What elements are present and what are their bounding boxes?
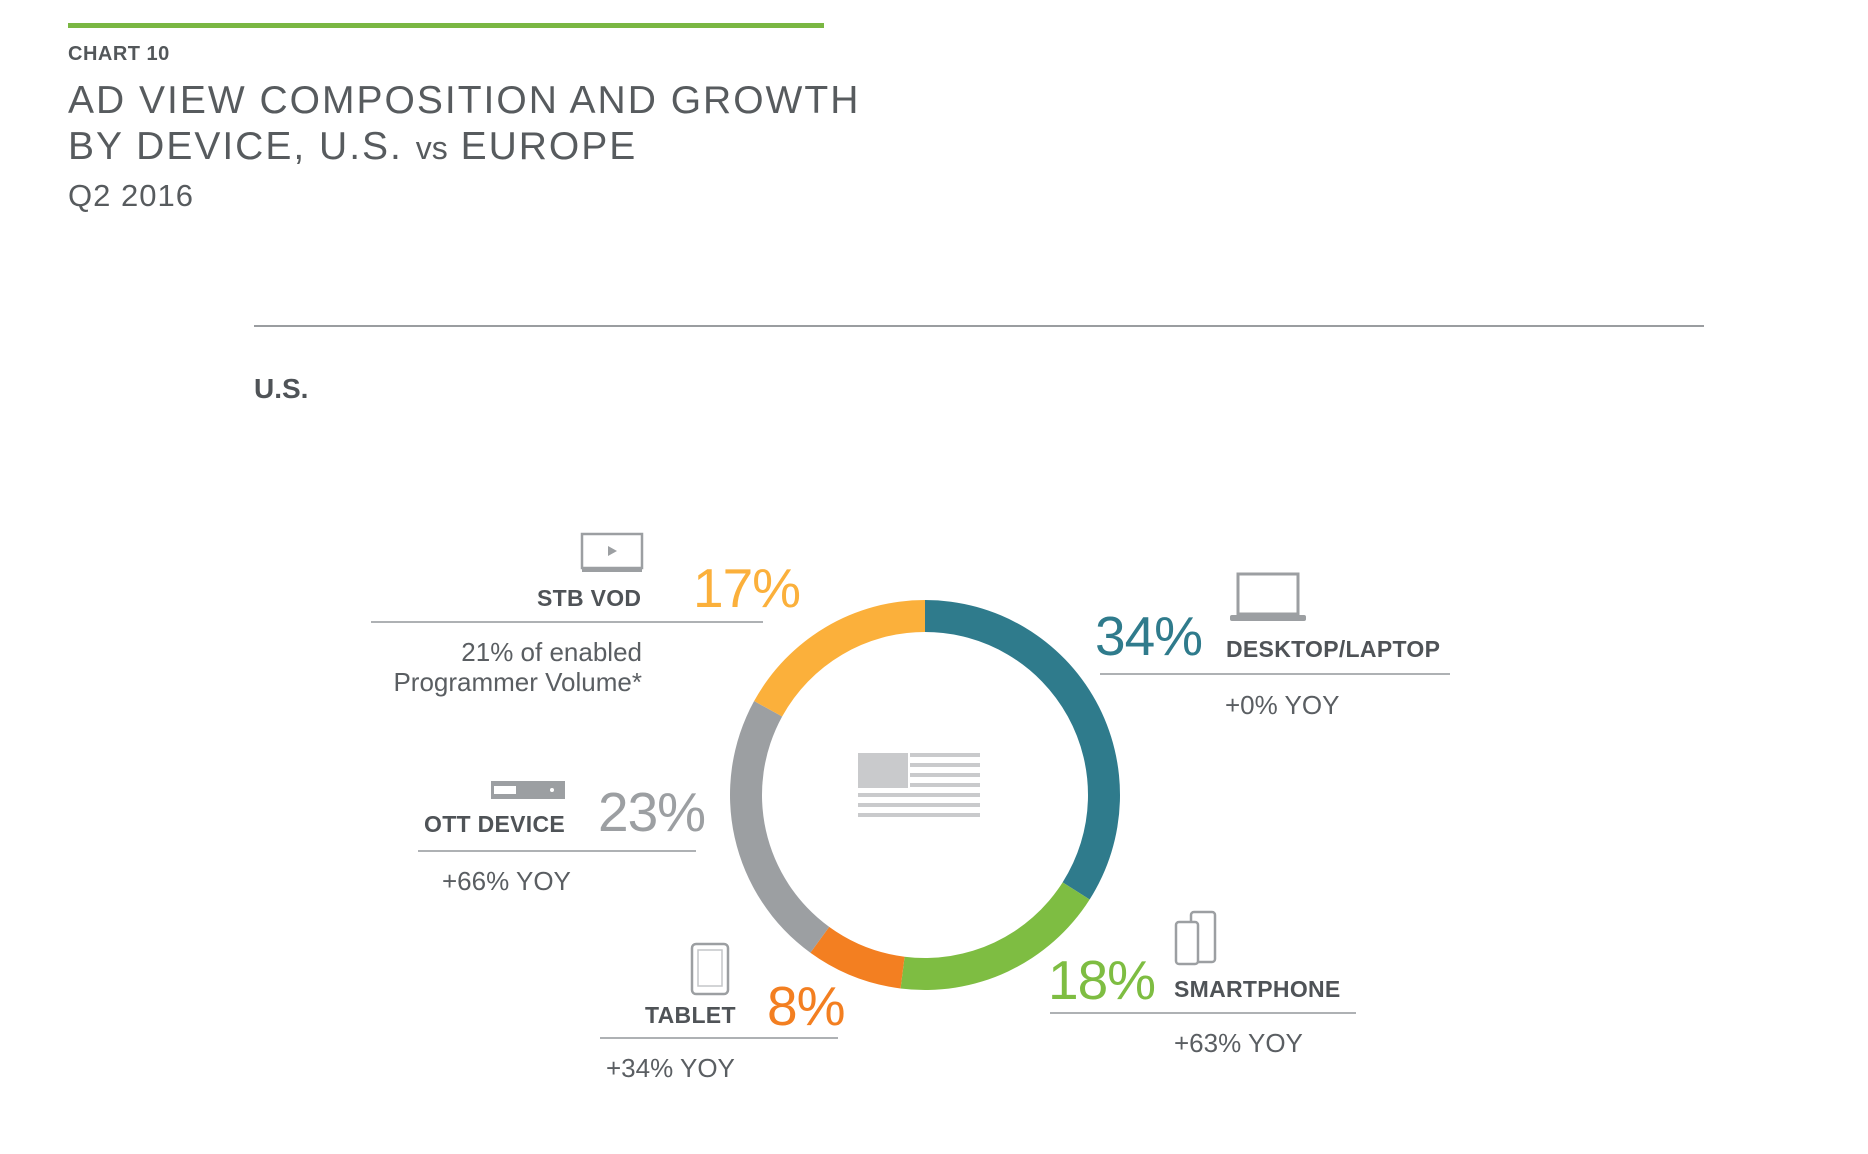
tv-play-icon xyxy=(580,532,644,574)
stb-vod-note-line-1: 21% of enabled xyxy=(461,637,642,667)
slice-value-desktop-laptop: 34% xyxy=(1095,605,1203,667)
title-part-vs: vs xyxy=(415,130,448,166)
section-divider xyxy=(254,325,1704,327)
leader-line-desktop-laptop xyxy=(1100,673,1450,675)
title-part-europe: EUROPE xyxy=(460,125,638,168)
slice-label-smartphone: SMARTPHONE xyxy=(1174,976,1341,1002)
chart-title: AD VIEW COMPOSITION AND GROWTH BY DEVICE… xyxy=(68,78,860,171)
chart-subtitle: Q2 2016 xyxy=(68,178,194,213)
slice-value-ott-device: 23% xyxy=(598,781,706,843)
donut-slice-stb-vod xyxy=(754,600,925,717)
donut-slice-smartphone xyxy=(900,882,1090,990)
ott-box-icon xyxy=(490,778,566,802)
chart-number: CHART 10 xyxy=(68,43,170,65)
leader-line-stb-vod xyxy=(371,621,763,623)
slice-value-smartphone: 18% xyxy=(1048,949,1156,1011)
donut-slice-ott-device xyxy=(730,701,830,953)
stb-vod-note: 21% of enabled Programmer Volume* xyxy=(340,637,642,697)
slice-label-desktop-laptop: DESKTOP/LAPTOP xyxy=(1226,636,1441,662)
leader-line-tablet xyxy=(600,1037,838,1039)
us-flag-icon xyxy=(858,753,980,817)
stb-vod-note-line-2: Programmer Volume* xyxy=(393,667,642,697)
slice-label-ott-device: OTT DEVICE xyxy=(424,811,566,837)
header-accent-rule xyxy=(68,23,824,28)
donut-slices xyxy=(730,600,1120,990)
slice-value-stb-vod: 17% xyxy=(693,557,801,619)
donut-slice-tablet xyxy=(810,926,905,989)
donut-slice-desktop-laptop xyxy=(925,600,1120,900)
leader-line-smartphone xyxy=(1050,1012,1356,1014)
yoy-desktop-laptop: +0% YOY xyxy=(1225,690,1340,720)
chart-title-line-1: AD VIEW COMPOSITION AND GROWTH xyxy=(68,79,861,122)
laptop-icon xyxy=(1228,572,1308,624)
smartphone-icon xyxy=(1173,910,1219,966)
yoy-ott-device: +66% YOY xyxy=(442,866,571,896)
donut-chart xyxy=(730,600,1120,990)
tablet-icon xyxy=(690,942,730,996)
slice-value-tablet: 8% xyxy=(767,975,845,1037)
title-part-us: BY DEVICE, U.S. xyxy=(68,125,403,168)
chart-title-line-2: BY DEVICE, U.S. vs EUROPE xyxy=(68,124,860,171)
yoy-smartphone: +63% YOY xyxy=(1174,1028,1303,1058)
leader-line-ott-device xyxy=(418,850,696,852)
yoy-tablet: +34% YOY xyxy=(606,1053,735,1083)
region-label: U.S. xyxy=(254,373,309,404)
slice-label-stb-vod: STB VOD xyxy=(537,585,642,611)
slice-label-tablet: TABLET xyxy=(645,1002,736,1028)
